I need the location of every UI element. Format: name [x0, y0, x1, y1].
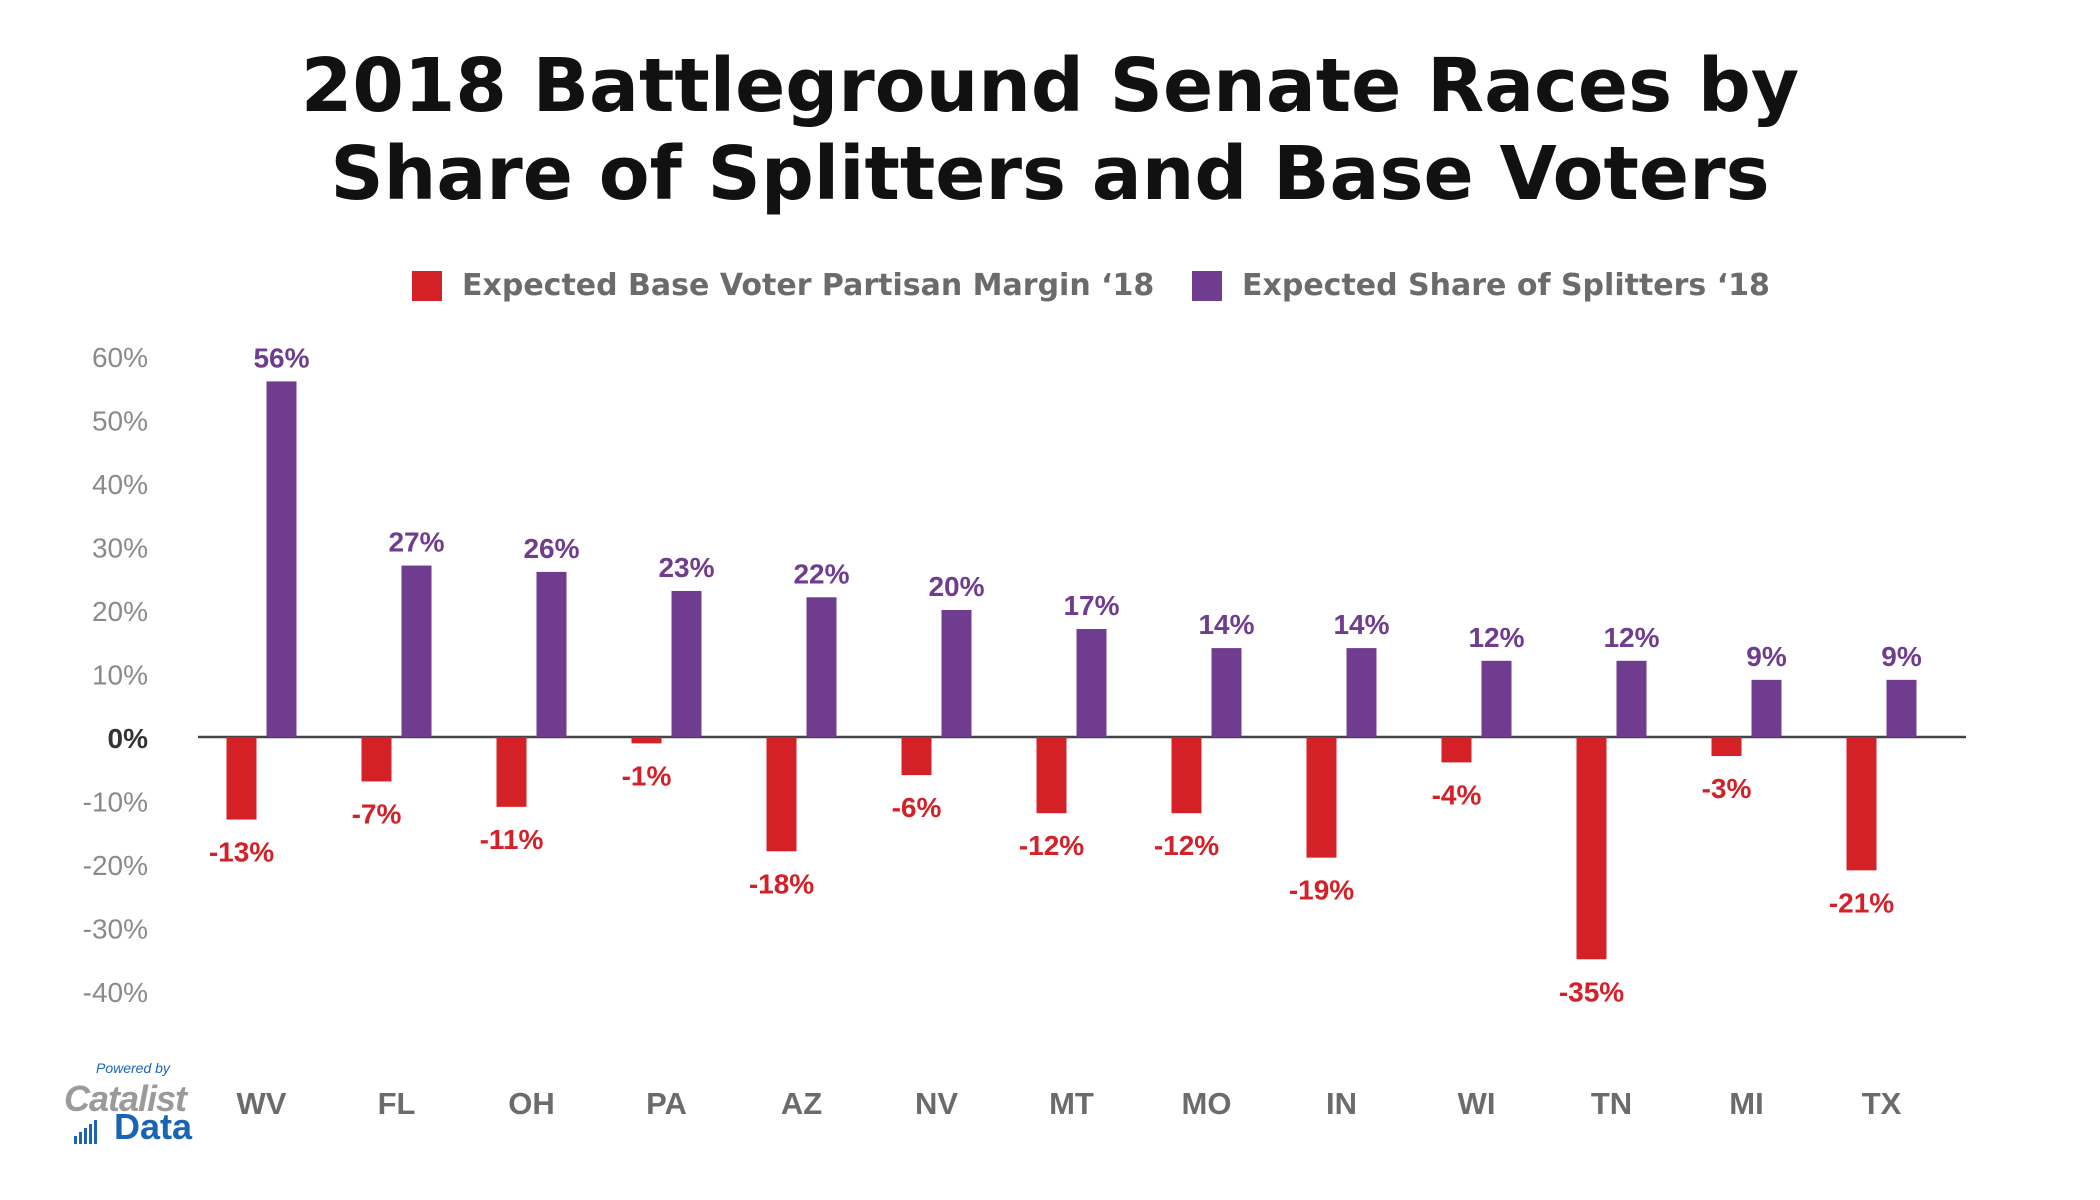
legend-swatch-base: [412, 270, 442, 301]
bar-splitters-mo: [1211, 648, 1242, 737]
data-label-splitters-mi: 9%: [1746, 641, 1787, 672]
x-tick-label-nv: NV: [915, 1086, 958, 1121]
y-tick-label: -20%: [83, 850, 148, 881]
y-tick-label: 0%: [108, 723, 149, 754]
data-label-splitters-tn: 12%: [1603, 622, 1659, 653]
data-label-splitters-mt: 17%: [1063, 590, 1119, 621]
x-tick-label-pa: PA: [646, 1086, 687, 1121]
data-label-splitters-pa: 23%: [658, 552, 714, 583]
data-label-base-wv: -13%: [209, 837, 274, 868]
data-label-base-pa: -1%: [622, 760, 672, 791]
bar-base-mt: [1036, 737, 1067, 814]
bar-splitters-in: [1346, 648, 1377, 737]
x-tick-label-mi: MI: [1729, 1086, 1763, 1121]
data-label-base-az: -18%: [749, 868, 814, 899]
data-label-splitters-tx: 9%: [1881, 641, 1922, 672]
data-label-splitters-az: 22%: [793, 558, 849, 589]
x-tick-label-mo: MO: [1182, 1086, 1232, 1121]
data-label-base-tx: -21%: [1829, 887, 1894, 918]
y-tick-label: -40%: [83, 977, 148, 1008]
bar-base-nv: [901, 737, 932, 776]
bar-base-mo: [1171, 737, 1202, 814]
legend-item-splitters: Expected Share of Splitters ‘18: [1192, 268, 1770, 303]
x-tick-label-tn: TN: [1591, 1086, 1632, 1121]
y-tick-label: 20%: [92, 596, 148, 627]
chart-title-line1: 2018 Battleground Senate Races by: [300, 43, 1800, 129]
catalist-logo: Powered by Catalist Data: [62, 1060, 212, 1147]
data-label-base-fl: -7%: [352, 798, 402, 829]
chart-title-line2: Share of Splitters and Base Voters: [330, 131, 1770, 217]
data-label-base-tn: -35%: [1559, 976, 1624, 1007]
data-label-splitters-mo: 14%: [1198, 609, 1254, 640]
y-tick-label: 30%: [92, 533, 148, 564]
legend-label-base: Expected Base Voter Partisan Margin ‘18: [462, 268, 1155, 303]
bar-splitters-nv: [941, 610, 972, 737]
bar-base-tn: [1576, 737, 1607, 960]
bar-base-in: [1306, 737, 1337, 858]
bar-base-oh: [496, 737, 527, 807]
y-tick-label: 40%: [92, 469, 148, 500]
bar-splitters-oh: [536, 571, 567, 737]
data-label-base-nv: -6%: [892, 792, 942, 823]
data-label-base-wi: -4%: [1432, 779, 1482, 810]
logo-bars-icon: [74, 1118, 114, 1144]
bar-base-tx: [1846, 737, 1877, 871]
x-tick-label-wv: WV: [237, 1086, 287, 1121]
data-label-splitters-oh: 26%: [523, 533, 579, 564]
bar-splitters-fl: [401, 565, 432, 737]
bar-base-pa: [631, 737, 662, 744]
y-tick-label: 60%: [92, 342, 148, 373]
legend-item-base: Expected Base Voter Partisan Margin ‘18: [412, 268, 1154, 303]
data-label-splitters-wi: 12%: [1468, 622, 1524, 653]
data-label-splitters-nv: 20%: [928, 571, 984, 602]
y-tick-label: -30%: [83, 914, 148, 945]
data-label-base-oh: -11%: [480, 824, 544, 855]
bar-base-fl: [361, 737, 392, 782]
bar-splitters-az: [806, 597, 837, 737]
data-label-base-mt: -12%: [1019, 830, 1084, 861]
y-tick-label: 50%: [92, 406, 148, 437]
logo-data: Data: [114, 1106, 193, 1147]
x-tick-label-fl: FL: [378, 1086, 416, 1121]
bar-base-mi: [1711, 737, 1742, 757]
legend-label-splitters: Expected Share of Splitters ‘18: [1242, 268, 1770, 303]
data-label-splitters-in: 14%: [1333, 609, 1389, 640]
legend-swatch-splitters: [1192, 270, 1222, 301]
x-tick-label-az: AZ: [781, 1086, 822, 1121]
bar-splitters-tn: [1616, 660, 1647, 737]
logo-powered-by: Powered by: [96, 1060, 170, 1076]
data-label-base-mo: -12%: [1154, 830, 1219, 861]
data-label-splitters-fl: 27%: [388, 527, 444, 558]
x-tick-label-wi: WI: [1458, 1086, 1496, 1121]
data-label-splitters-wv: 56%: [253, 342, 309, 373]
y-tick-label: 10%: [92, 660, 148, 691]
x-tick-label-in: IN: [1326, 1086, 1357, 1121]
x-tick-label-tx: TX: [1862, 1086, 1902, 1121]
bar-base-az: [766, 737, 797, 852]
x-tick-label-mt: MT: [1049, 1086, 1094, 1121]
bar-splitters-wv: [266, 381, 297, 737]
y-tick-label: -10%: [83, 787, 148, 818]
bar-splitters-mi: [1751, 679, 1782, 737]
chart-legend: Expected Base Voter Partisan Margin ‘18 …: [0, 268, 2100, 318]
data-label-base-mi: -3%: [1702, 773, 1752, 804]
bar-base-wi: [1441, 737, 1472, 763]
bar-splitters-mt: [1076, 629, 1107, 737]
bar-splitters-pa: [671, 590, 702, 737]
x-tick-label-oh: OH: [508, 1086, 555, 1121]
bar-base-wv: [226, 737, 257, 820]
bar-splitters-tx: [1886, 679, 1917, 737]
logo-catalist: Catalist: [64, 1078, 187, 1119]
data-label-base-in: -19%: [1289, 875, 1354, 906]
bar-splitters-wi: [1481, 660, 1512, 737]
